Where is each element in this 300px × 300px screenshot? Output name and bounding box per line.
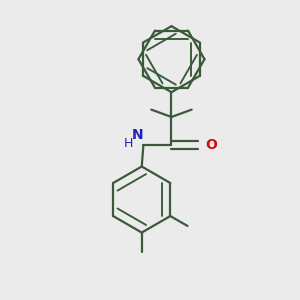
Text: H: H (124, 137, 133, 150)
Text: N: N (132, 128, 143, 142)
Text: O: O (205, 138, 217, 152)
